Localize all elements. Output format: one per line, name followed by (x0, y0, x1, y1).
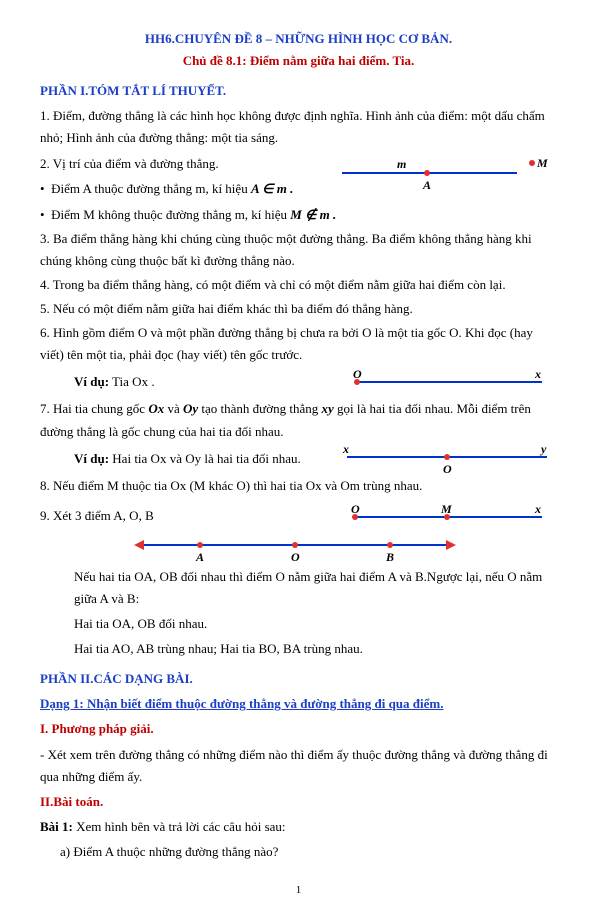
bai-1-a: a) Điểm A thuộc những đường thẳng nào? (60, 841, 557, 863)
item-8: 8. Nếu điểm M thuộc tia Ox (M khác O) th… (40, 475, 557, 497)
item-3: 3. Ba điểm thẳng hàng khi chúng cùng thu… (40, 228, 557, 272)
label-O-2: O (443, 459, 452, 479)
after-fig-a: Nếu hai tia OA, OB đối nhau thì điểm O n… (74, 566, 557, 610)
item-9: 9. Xét 3 điểm A, O, B (40, 505, 337, 527)
item-5: 5. Nếu có một điểm nằm giữa hai điểm khá… (40, 298, 557, 320)
and-1: và (164, 401, 183, 416)
label-M: M (537, 153, 548, 173)
bai-1-lead: Bài 1: (40, 819, 73, 834)
item-1: 1. Điểm, đường thẳng là các hình học khô… (40, 105, 557, 149)
item-6: 6. Hình gồm điểm O và một phần đường thẳ… (40, 322, 557, 366)
label-B-1: B (386, 547, 394, 567)
section-1-head: PHẦN I.TÓM TẮT LÍ THUYẾT. (40, 80, 557, 102)
item-2: 2. Vị trí của điểm và đường thẳng. (40, 153, 337, 175)
label-x-3: x (535, 499, 541, 519)
after-fig-b: Hai tia OA, OB đối nhau. (74, 613, 557, 635)
exercise-head: II.Bài toán. (40, 794, 103, 809)
item-7: 7. Hai tia chung gốc Ox và Oy tạo thành … (40, 398, 557, 442)
method-head: I. Phương pháp giải. (40, 721, 154, 736)
ox-1: Ox (148, 401, 164, 416)
bai-1-rest: Xem hình bên và trả lời các câu hỏi sau: (73, 819, 286, 834)
figure-line-m-A-M: m M A (337, 151, 557, 185)
label-A-2: A (196, 547, 204, 567)
xy-1: xy (321, 401, 333, 416)
label-A: A (423, 175, 431, 195)
page-number: 1 (40, 881, 557, 900)
label-M-2: M (441, 499, 452, 519)
example-2: Ví dụ: Hai tia Ox và Oy là hai tia đối n… (74, 448, 337, 470)
label-O-4: O (291, 547, 300, 567)
example-2-rest: Hai tia Ox và Oy là hai tia đối nhau. (109, 451, 301, 466)
example-2-lead: Ví dụ: (74, 451, 109, 466)
dang-1-head: Dạng 1: Nhận biết điểm thuộc đường thẳng… (40, 696, 443, 711)
item-7-b: tạo thành đường thẳng (198, 401, 321, 416)
label-O-3: O (351, 499, 360, 519)
figure-line-AOB: A O B (130, 529, 460, 563)
label-x-2: x (343, 439, 349, 459)
section-2-head: PHẦN II.CÁC DẠNG BÀI. (40, 668, 557, 690)
bullet-1-text: Điểm A thuộc đường thẳng m, kí hiệu (51, 181, 251, 196)
bullet-2: • Điểm M không thuộc đường thẳng m, kí h… (40, 204, 557, 226)
label-y-1: y (541, 439, 546, 459)
figure-ray-Ox: O x (337, 368, 557, 392)
bullet-2-math: M ∉ m . (290, 207, 336, 222)
bai-1: Bài 1: Xem hình bên và trả lời các câu h… (40, 816, 557, 838)
figure-line-xOy: x y O (337, 445, 557, 471)
example-1: Ví dụ: Tia Ox . (74, 371, 337, 393)
label-O-1: O (353, 364, 362, 384)
item-4: 4. Trong ba điểm thẳng hàng, có một điểm… (40, 274, 557, 296)
method-text: - Xét xem trên đường thẳng có những điểm… (40, 744, 557, 788)
label-x-1: x (535, 364, 541, 384)
bullet-2-text: Điểm M không thuộc đường thẳng m, kí hiệ… (51, 207, 290, 222)
bullet-1-math: A ∈ m . (251, 181, 293, 196)
after-fig-c: Hai tia AO, AB trùng nhau; Hai tia BO, B… (74, 638, 557, 660)
doc-sub-title: Chủ đề 8.1: Điểm nằm giữa hai điểm. Tia. (183, 53, 415, 68)
bullet-1: • Điểm A thuộc đường thẳng m, kí hiệu A … (40, 178, 337, 200)
item-7-a: 7. Hai tia chung gốc (40, 401, 148, 416)
example-1-rest: Tia Ox . (109, 374, 155, 389)
label-m: m (397, 154, 406, 174)
example-1-lead: Ví dụ: (74, 374, 109, 389)
doc-main-title: HH6.CHUYÊN ĐỀ 8 – NHỮNG HÌNH HỌC CƠ BẢN. (145, 31, 452, 46)
oy-1: Oy (183, 401, 198, 416)
figure-ray-OMx: O M x (337, 503, 557, 527)
